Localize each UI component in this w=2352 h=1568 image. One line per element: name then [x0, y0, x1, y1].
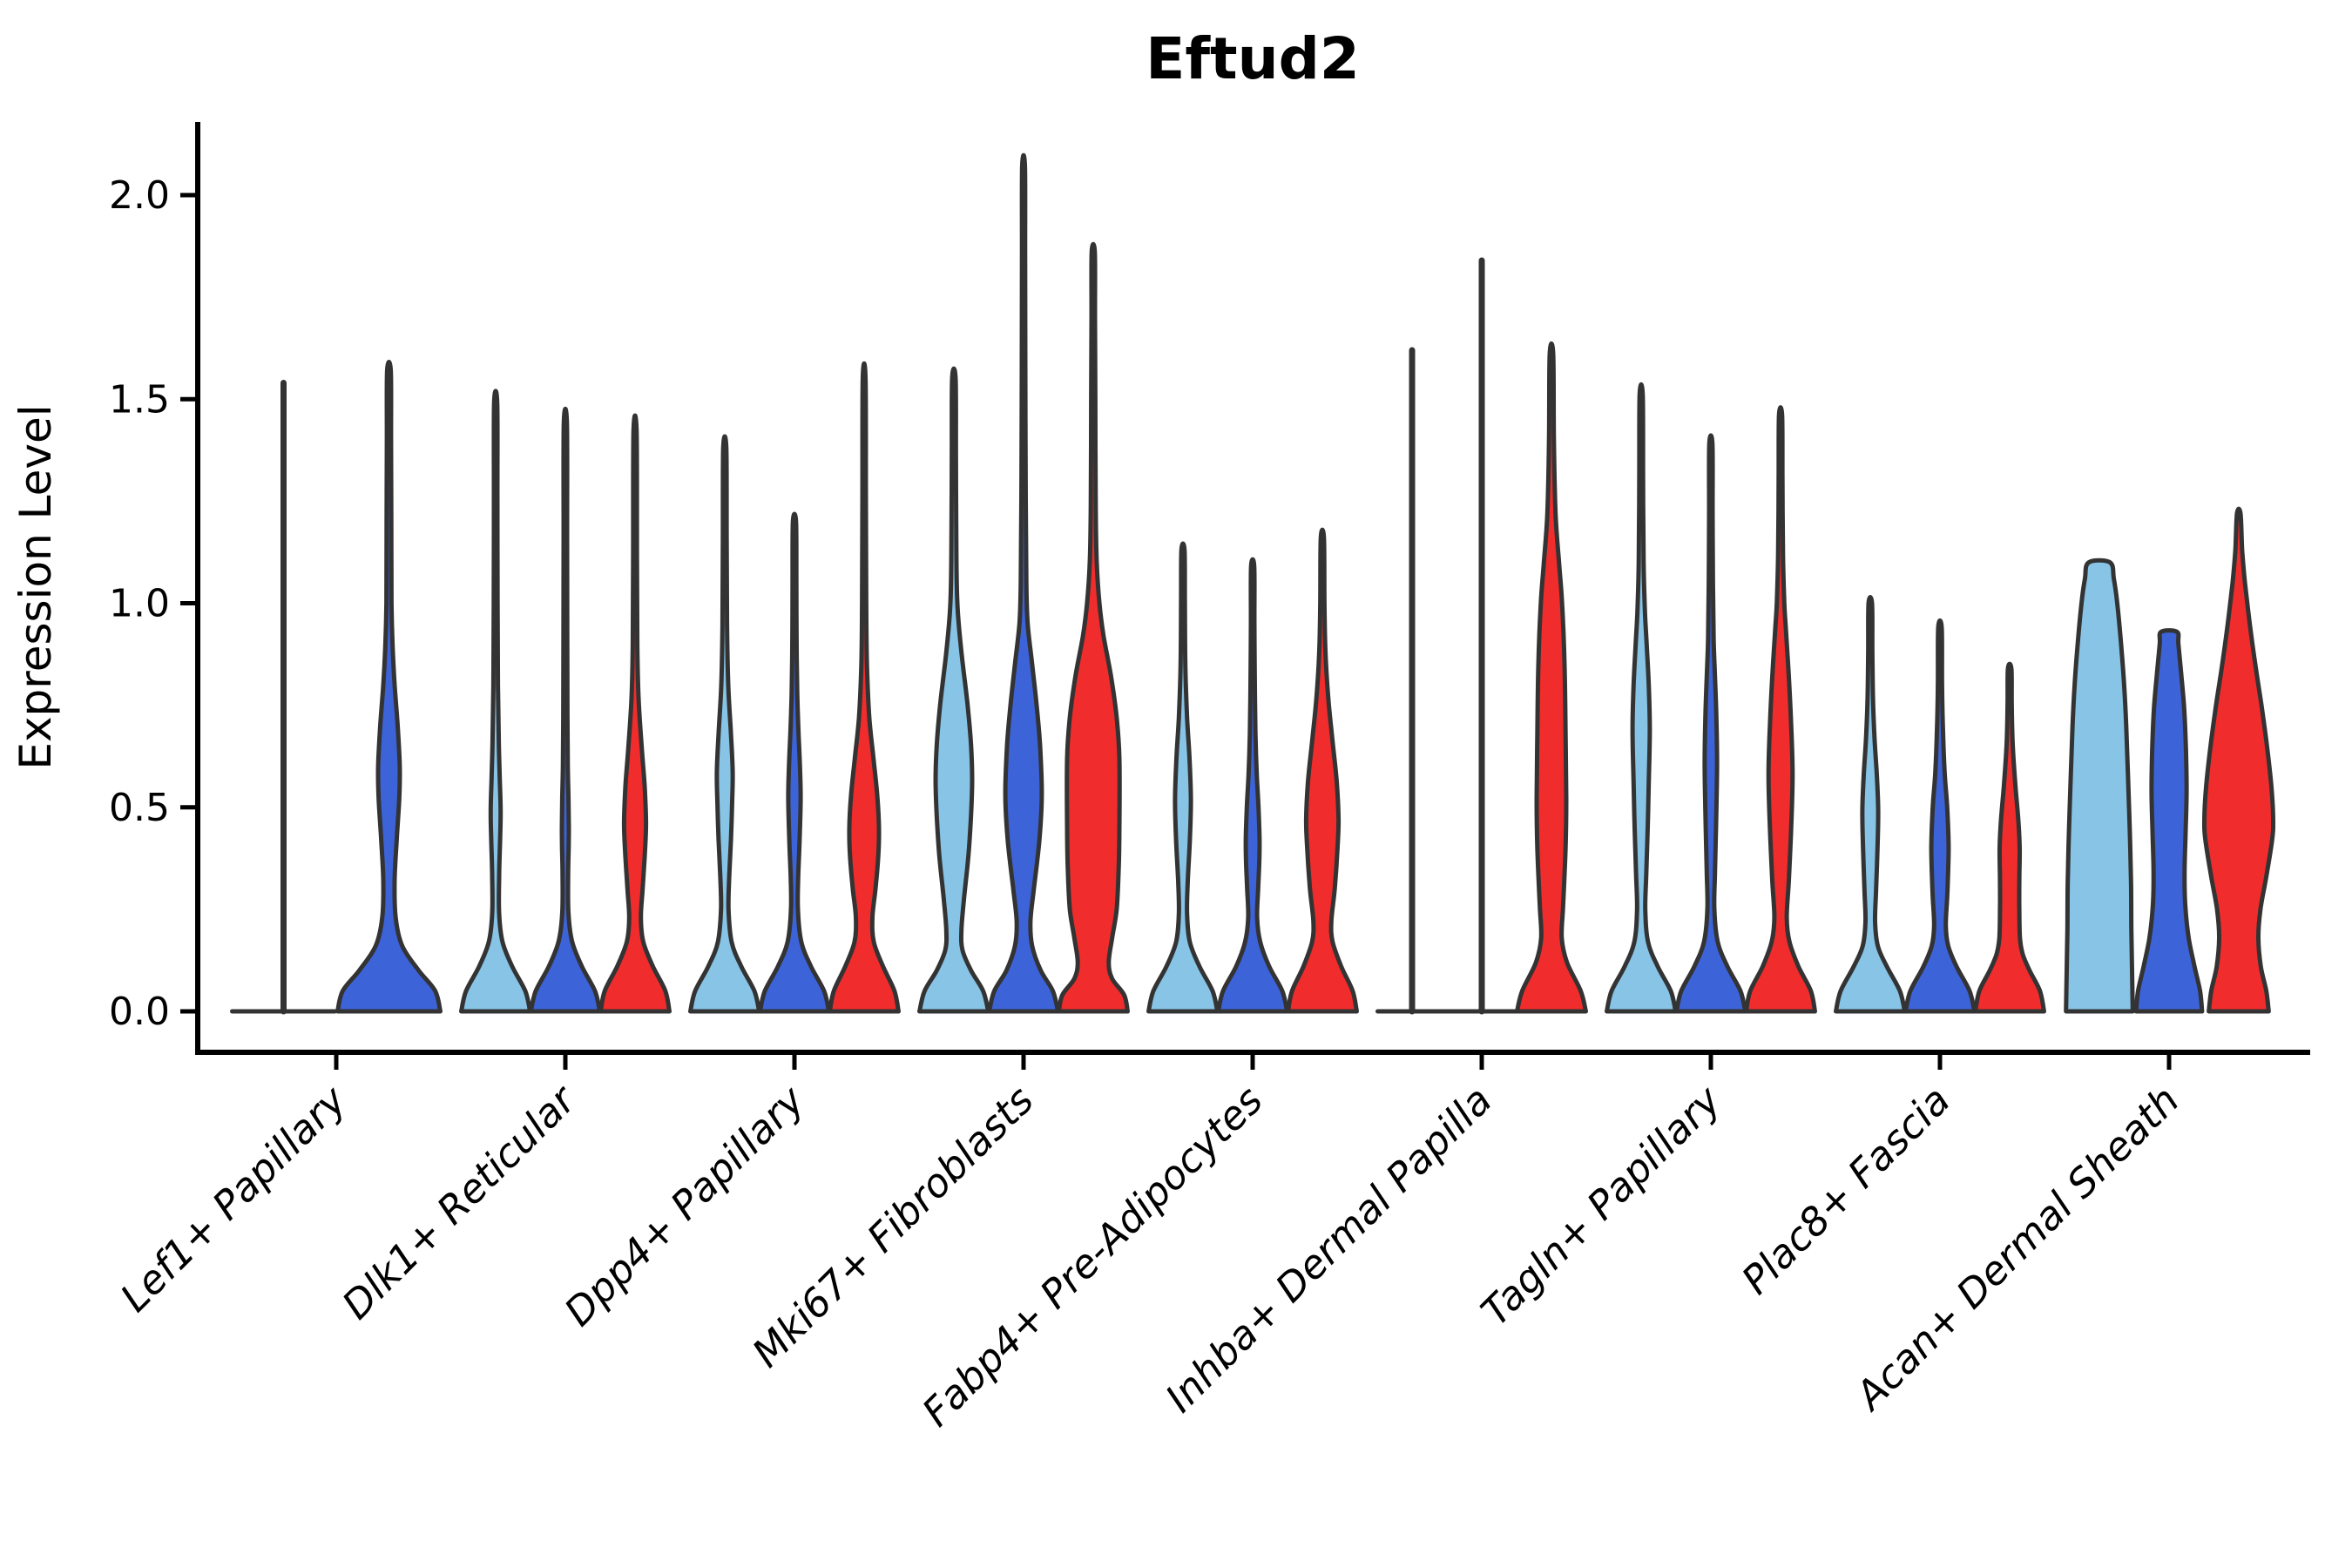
violin-mki67-fibroblasts-red	[1057, 241, 1130, 1014]
y-tick-label: 0.5	[109, 786, 170, 830]
violin-dlk1-reticular-skyblue	[459, 389, 532, 1014]
y-tick-label: 0.0	[109, 990, 170, 1034]
violin-inhba-dermal-papilla-red	[1515, 341, 1588, 1014]
y-tick-label: 2.0	[109, 173, 170, 218]
violin-lef1-papillary-blue	[335, 360, 443, 1014]
violin-acan-dermal-sheath-blue	[2133, 628, 2205, 1014]
y-tick-labels: 0.0 0.5 1.0 1.5 2.0	[109, 173, 170, 1034]
y-tick-label: 1.5	[109, 377, 170, 422]
violins	[230, 152, 2276, 1015]
y-axis-label: Expression Level	[10, 404, 61, 769]
violin-plac8-fascia-red	[1973, 661, 2046, 1014]
axes	[180, 122, 2310, 1070]
violin-fabp4-pre-adipocytes-skyblue	[1146, 541, 1220, 1014]
violin-dlk1-reticular-red	[598, 413, 672, 1014]
violin-tagln-papillary-skyblue	[1605, 382, 1678, 1014]
x-tick-label: Plac8+ Fascia	[1733, 1077, 1959, 1303]
violin-fabp4-pre-adipocytes-blue	[1216, 557, 1289, 1014]
violin-acan-dermal-sheath-skyblue	[2064, 558, 2135, 1014]
chart-title: Eftud2	[1146, 25, 1360, 92]
violin-mki67-fibroblasts-skyblue	[917, 366, 990, 1014]
x-tick-label: Dpp4+ Papillary	[556, 1076, 814, 1335]
violin-plac8-fascia-blue	[1903, 618, 1977, 1014]
violin-tagln-papillary-red	[1744, 405, 1817, 1014]
violin-tagln-papillary-blue	[1674, 433, 1747, 1014]
violin-dpp4-papillary-skyblue	[688, 434, 761, 1014]
violin-fabp4-pre-adipocytes-red	[1286, 527, 1359, 1014]
violin-plac8-fascia-skyblue	[1834, 594, 1907, 1014]
violin-mki67-fibroblasts-blue	[987, 152, 1060, 1014]
x-tick-label: Tagln+ Papillary	[1472, 1076, 1731, 1335]
x-tick-label: Lef1+ Papillary	[112, 1076, 356, 1321]
violin-acan-dermal-sheath-red	[2201, 506, 2276, 1014]
x-tick-label: Dlk1+ Reticular	[333, 1076, 585, 1328]
violin-dpp4-papillary-blue	[758, 511, 831, 1014]
violin-dpp4-papillary-red	[828, 361, 901, 1014]
y-tick-label: 1.0	[109, 582, 170, 626]
violin-dlk1-reticular-blue	[529, 406, 602, 1014]
